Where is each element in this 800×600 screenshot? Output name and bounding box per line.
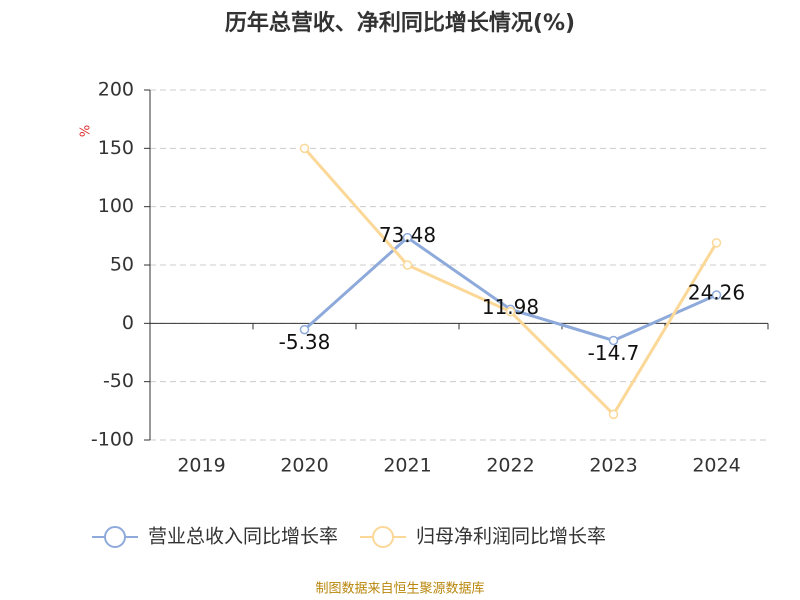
chart-title: 历年总营收、净利同比增长情况(%) [225,10,575,36]
data-label: -14.7 [588,341,640,365]
point [299,143,310,154]
x-tick-label: 2021 [383,455,431,477]
data-label: 73.48 [379,223,436,247]
y-tick-label: 150 [98,137,134,159]
legend-marker [372,526,395,548]
source-note: 制图数据来自恒生聚源数据库 [315,581,484,597]
point [608,409,619,420]
legend-label: 营业总收入同比增长率 [148,526,338,548]
y-tick-label: -100 [91,429,134,451]
legend-marker [104,526,126,548]
y-tick-label: 200 [98,79,134,101]
data-label: 11.98 [482,295,539,319]
y-tick-label: 0 [122,312,134,334]
point [402,260,413,270]
x-tick-label: 2019 [177,455,225,477]
point [299,324,310,335]
y-tick-label: -50 [103,370,134,392]
series-line [303,235,718,343]
x-tick-label: 2023 [589,455,637,477]
y-tick-label: 100 [98,195,134,217]
point [402,232,413,243]
point [711,238,722,248]
point [505,306,516,317]
legend-label: 归母净利润同比增长率 [416,526,606,548]
y-unit: % [79,125,94,137]
point [711,290,722,300]
x-tick-label: 2022 [486,455,534,477]
data-label: 24.26 [688,281,745,305]
data-label: -5.38 [279,330,331,354]
x-tick-label: 2020 [280,455,328,477]
point [608,335,619,346]
y-tick-label: 50 [110,254,134,276]
x-tick-label: 2024 [692,455,740,477]
series-line [303,147,718,417]
